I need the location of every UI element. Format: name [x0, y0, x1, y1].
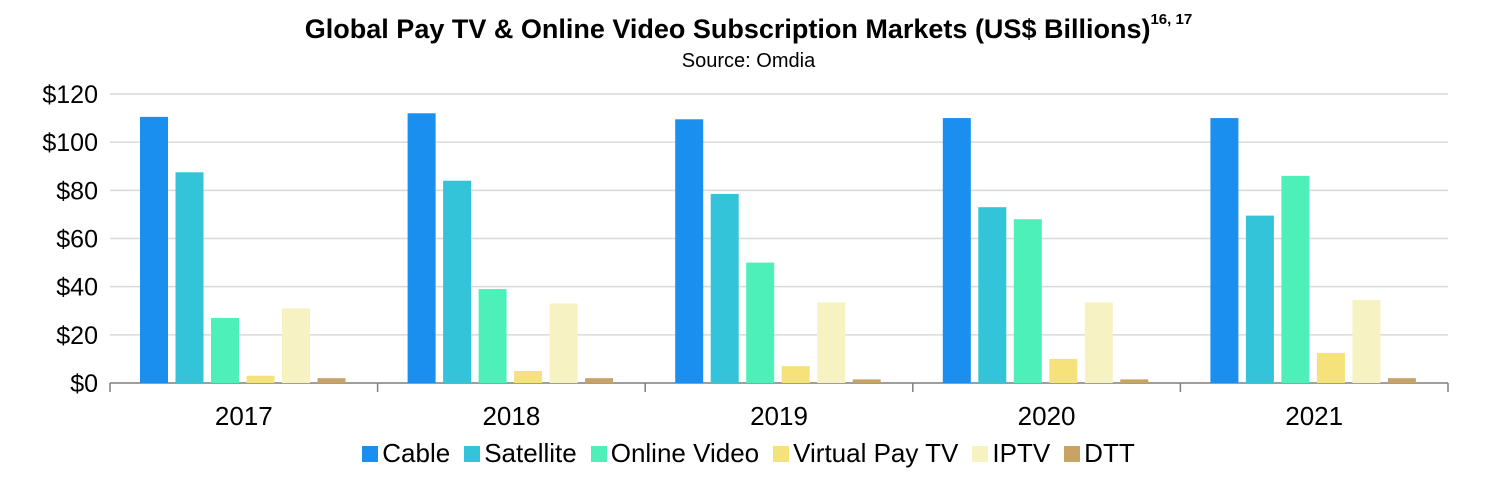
y-tick-label: $120 — [42, 81, 98, 109]
bar-cable — [675, 119, 704, 383]
bar-online-video — [211, 317, 239, 383]
chart-subtitle: Source: Omdia — [681, 50, 816, 72]
chart-legend: Cable Satellite Online Video Virtual Pay TV… — [0, 438, 1497, 469]
bar-iptv — [282, 308, 310, 383]
bar-cable — [1210, 118, 1239, 383]
legend-item: DTT — [1064, 438, 1135, 469]
legend-label: Online Video — [610, 438, 760, 468]
bar-online-video — [746, 262, 775, 383]
bar-virtual-pay-tv — [1049, 358, 1078, 383]
bar-iptv — [1352, 299, 1381, 383]
legend-item: Online Video — [590, 438, 760, 469]
bar-virtual-pay-tv — [514, 370, 543, 383]
legend-swatch — [362, 445, 379, 462]
bar-dtt — [852, 379, 881, 383]
legend-item: Cable — [362, 438, 450, 469]
y-tick-label: $60 — [56, 226, 98, 254]
legend-label: IPTV — [992, 438, 1051, 468]
bar-virtual-pay-tv — [781, 366, 810, 383]
legend-item: Satellite — [464, 438, 577, 469]
y-tick-label: $100 — [42, 129, 98, 157]
x-tick-label: 2020 — [1018, 401, 1076, 430]
bar-dtt — [585, 378, 614, 383]
legend-item: IPTV — [972, 438, 1050, 469]
y-tick-label: $80 — [56, 177, 98, 205]
title-superscript: 16, 17 — [1150, 11, 1193, 28]
legend-swatch — [1064, 445, 1081, 462]
x-tick-label: 2019 — [750, 401, 808, 430]
bar-iptv — [1084, 302, 1113, 383]
legend-swatch — [464, 445, 481, 462]
x-tick-label: 2021 — [1285, 401, 1343, 430]
bar-cable — [942, 118, 971, 383]
bar-satellite — [443, 180, 472, 383]
bar-online-video — [1013, 219, 1042, 383]
bar-cable — [407, 113, 436, 384]
bar-chart: $0 $20 $40 $60 $80 $100 $120 2017 2018 2019 2020 20… — [42, 81, 1449, 430]
y-tick-label: $40 — [56, 274, 98, 302]
legend-label: Satellite — [484, 438, 577, 468]
legend-label: Virtual Pay TV — [793, 438, 959, 468]
bar-cable — [140, 116, 168, 384]
x-tick-label: 2018 — [482, 401, 540, 430]
bar-satellite — [1245, 215, 1274, 383]
legend-label: Cable — [382, 438, 451, 468]
y-tick-label: $20 — [56, 322, 98, 350]
bar-virtual-pay-tv — [1316, 352, 1345, 383]
legend-swatch — [773, 445, 790, 462]
bar-satellite — [978, 207, 1007, 383]
bar-online-video — [1281, 175, 1310, 383]
bar-virtual-pay-tv — [246, 375, 275, 383]
legend-label: DTT — [1084, 438, 1135, 468]
bar-iptv — [817, 302, 846, 383]
bar-satellite — [710, 193, 739, 383]
x-tick-label: 2017 — [215, 401, 273, 430]
chart-title: Global Pay TV & Online Video Subscriptio… — [304, 11, 1193, 44]
bar-dtt — [1387, 378, 1416, 383]
y-tick-label: $0 — [70, 370, 98, 398]
bar-iptv — [549, 303, 578, 383]
legend-item: Virtual Pay TV — [773, 438, 958, 469]
bar-online-video — [478, 289, 507, 383]
legend-swatch — [972, 445, 989, 462]
legend-swatch — [590, 445, 607, 462]
bar-satellite — [175, 172, 204, 383]
bar-dtt — [1120, 379, 1149, 383]
bar-dtt — [317, 378, 346, 383]
